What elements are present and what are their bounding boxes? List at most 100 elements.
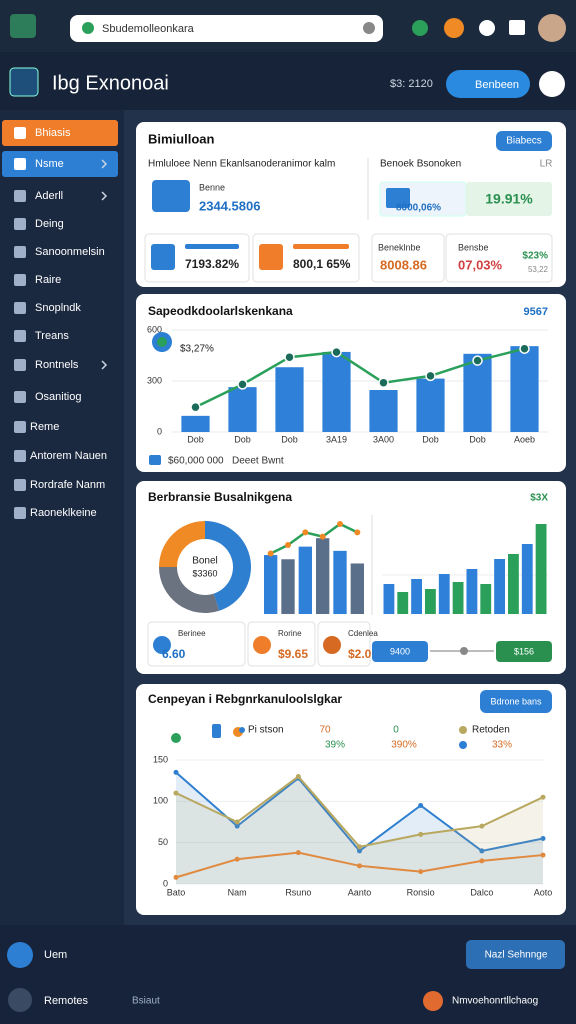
nav-selected[interactable] [2, 151, 118, 177]
footer-icon [423, 991, 443, 1011]
side-bar [383, 584, 395, 614]
mini-bar [298, 546, 312, 614]
line-marker [295, 850, 301, 856]
stat-highlight [466, 182, 552, 216]
legend-stat: 39% [325, 740, 345, 751]
x-tick-label: Rsuno [285, 887, 311, 897]
stat-tile [371, 233, 445, 283]
bar [228, 387, 257, 432]
avatar [538, 14, 566, 42]
section-heading: Benoek Bsonoken [380, 159, 461, 170]
line-marker [418, 831, 424, 837]
bar [416, 378, 445, 432]
donut-value: $3360 [192, 568, 217, 578]
side-bar [466, 569, 478, 614]
footer-middle: Bsiaut [132, 996, 160, 1007]
ext-icon [444, 18, 464, 38]
legend-label: Retoden [472, 725, 510, 736]
card-button[interactable] [496, 131, 552, 151]
app-logo [10, 14, 36, 38]
url-field[interactable] [70, 15, 383, 42]
nav-icon [14, 391, 26, 403]
footer-icon [8, 988, 32, 1012]
nav-chevron [101, 360, 108, 370]
x-tick-label: Aoeb [514, 434, 535, 444]
nav-item: Sanoonmelsin [35, 246, 105, 258]
nav-item: Raire [35, 274, 61, 286]
header-button-label: Benbeen [475, 79, 519, 91]
stat-label: Benne [199, 182, 225, 192]
x-tick-label: Dob [281, 434, 298, 444]
line-marker [479, 848, 485, 854]
line-marker [540, 836, 546, 842]
card-button[interactable] [480, 690, 552, 713]
y-tick-label: 100 [153, 796, 168, 806]
chart-badge: 9567 [524, 306, 548, 318]
x-tick-label: Aanto [348, 887, 372, 897]
tile-icon [151, 244, 175, 270]
mini-marker [267, 550, 274, 557]
side-bar [411, 579, 422, 614]
header-stat: $3: 2120 [390, 78, 433, 90]
tile-icon [259, 244, 283, 270]
side-bar [438, 574, 450, 614]
nav-chevron [101, 159, 108, 169]
nav-icon [14, 479, 26, 491]
chart-title: Sapeodkdoolarlskenkana [148, 304, 293, 318]
donut-segment [205, 521, 252, 611]
line-marker [418, 802, 424, 808]
tile-value: 8008.86 [380, 257, 427, 272]
legend-stat: 70 [319, 725, 331, 736]
tile-sub: 53,22 [528, 265, 549, 274]
nav-item: Rordrafe Nanm [30, 479, 105, 491]
nav-item: Deing [35, 218, 64, 230]
chart-note: $3,27% [180, 344, 214, 355]
nav-item: Bhiasis [35, 127, 71, 139]
donut-segment [159, 567, 220, 613]
line-marker [418, 869, 424, 875]
donut-segment [159, 521, 205, 567]
line-marker [378, 377, 389, 388]
tile-bar [185, 244, 239, 249]
line-marker [357, 863, 362, 869]
tile-icon [323, 636, 341, 654]
slider-button[interactable] [372, 641, 428, 662]
line-marker [295, 774, 301, 780]
nav-item: Osanitiog [35, 391, 81, 403]
nav-icon [14, 330, 26, 342]
nav-active[interactable] [2, 120, 118, 146]
mini-marker [302, 529, 309, 536]
bar [322, 351, 351, 432]
nav-icon [14, 359, 26, 371]
bar [510, 346, 539, 432]
nav-item: Antorem Nauen [30, 450, 107, 462]
slider-button[interactable] [496, 641, 552, 662]
pie-icon [157, 337, 167, 347]
line-marker [173, 874, 179, 880]
reload-icon [363, 22, 375, 34]
header-button[interactable] [446, 70, 530, 98]
tile-value: 6.60 [162, 647, 186, 661]
line-marker [173, 790, 179, 796]
section-heading: Hmluloee Nenn Ekanlsanoderanimor kalm [148, 159, 335, 170]
tile-icon [153, 636, 171, 654]
footer-button[interactable] [466, 940, 565, 969]
nav-item: Aderll [35, 190, 63, 202]
trend-line [194, 347, 525, 409]
line-marker [331, 346, 342, 358]
tile-value: 7193.82% [185, 257, 239, 271]
line-marker [540, 852, 546, 858]
bar [275, 367, 304, 432]
tile-value: $2.0 [348, 647, 372, 661]
app-title: Ibg Exnonoai [52, 72, 169, 94]
grid-icon [386, 188, 410, 208]
side-bar [425, 589, 436, 614]
line-marker [479, 823, 485, 829]
footer-right: Nmvoehonrtllchaog [452, 996, 538, 1007]
secure-icon [82, 22, 94, 34]
stat-tile [247, 621, 316, 667]
profile-button [539, 71, 565, 97]
line-marker [234, 856, 240, 862]
nav-icon [14, 158, 26, 170]
mini-bar [281, 559, 295, 614]
